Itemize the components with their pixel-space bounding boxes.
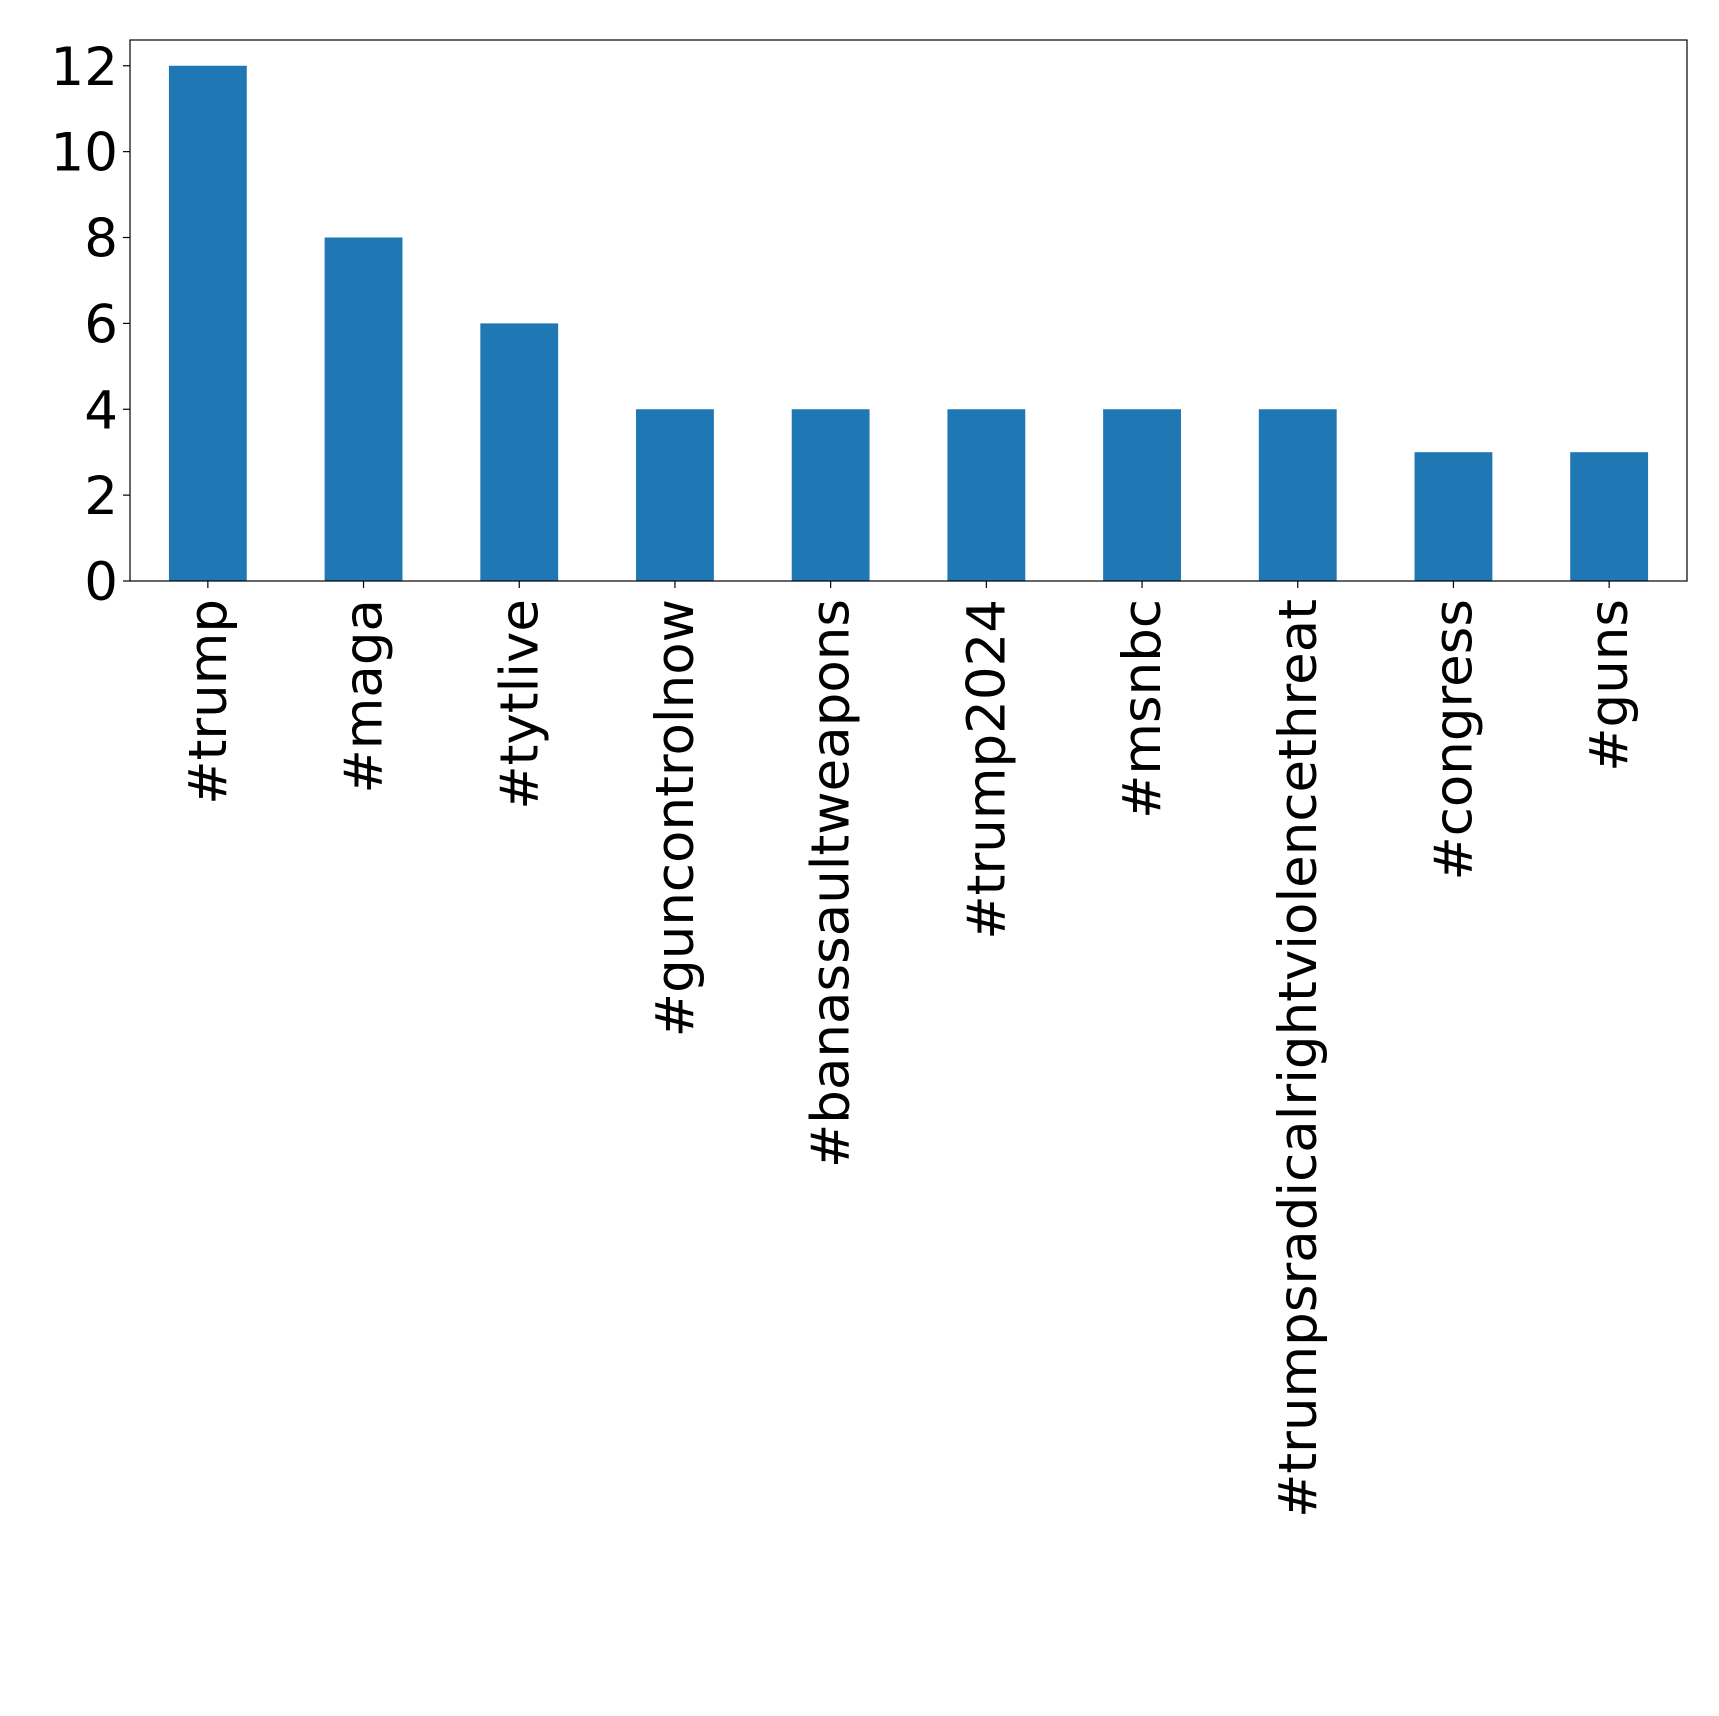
bar-trumpsradicalrightviolencethreat [1258,409,1337,581]
y-tick-label: 0 [84,552,118,613]
x-tick-label: #guncontrolnow [645,599,706,1037]
x-tick-label: #msnbc [1112,599,1173,819]
plot-frame [129,39,1688,582]
x-tick-label: #tytlive [489,599,550,810]
y-tick-label: 12 [51,37,118,98]
bar-guns [1570,452,1649,581]
x-tick-label: #trump [178,599,239,805]
y-tick-label: 8 [84,209,118,270]
bars-layer [168,65,1649,581]
y-tick-label: 10 [51,123,118,184]
x-tick-label: #maga [334,599,395,794]
bar-banassaultweapons [791,409,870,581]
y-tick-label: 2 [84,466,118,527]
y-tick-label: 6 [84,294,118,355]
bar-guncontrolnow [636,409,714,581]
bar-trump2024 [947,409,1026,581]
bar-maga [324,237,403,581]
x-axis: #trump #maga #tytlive #guncontrolnow #banass… [178,581,1640,1518]
x-tick-label: #trump2024 [956,599,1017,940]
bar-trump [168,65,247,581]
bar-tytlive [480,323,559,581]
x-tick-label: #guns [1579,599,1640,772]
bar-msnbc [1103,409,1181,581]
x-tick-label: #banassaultweapons [801,599,862,1168]
bar-congress [1414,452,1493,581]
y-axis: 0 2 4 6 8 10 12 [51,37,130,613]
y-tick-label: 4 [84,380,118,441]
x-tick-label: #trumpsradicalrightviolencethreat [1268,599,1329,1518]
x-tick-label: #congress [1423,599,1484,881]
